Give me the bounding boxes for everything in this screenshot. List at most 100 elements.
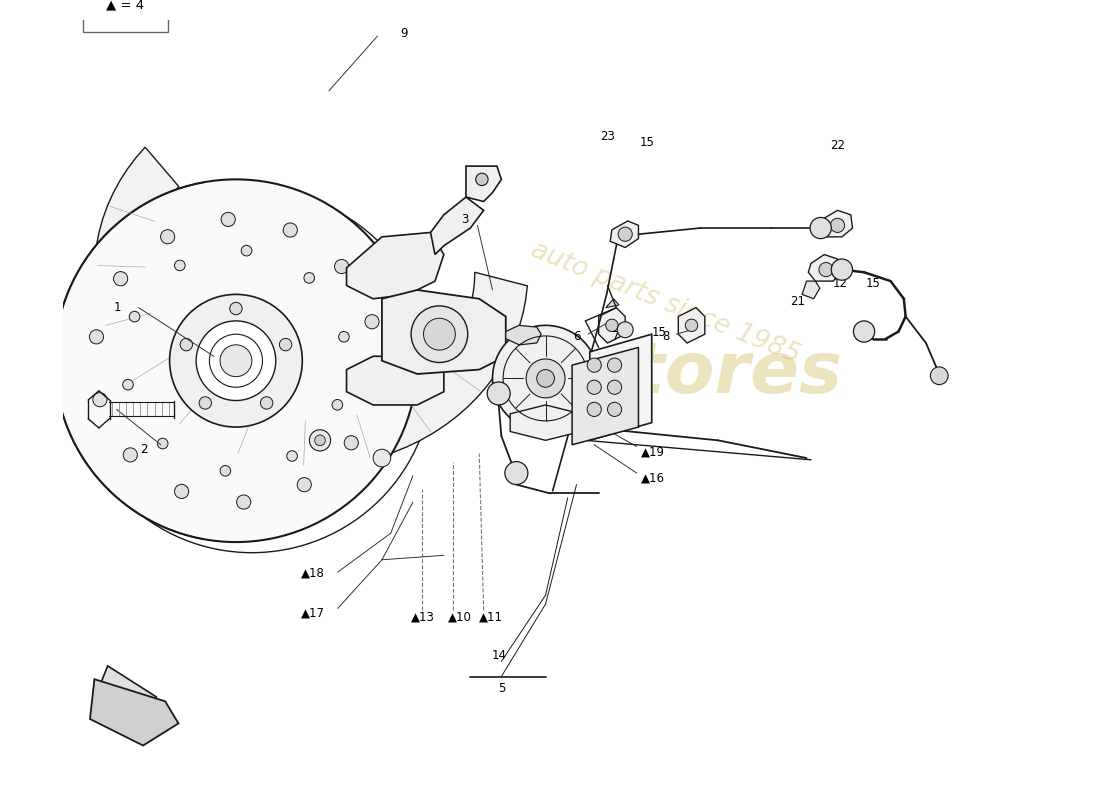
Circle shape bbox=[175, 260, 185, 270]
Polygon shape bbox=[808, 254, 842, 281]
Circle shape bbox=[220, 466, 231, 476]
Text: 5: 5 bbox=[497, 682, 505, 694]
Polygon shape bbox=[430, 197, 484, 254]
Circle shape bbox=[818, 262, 833, 277]
Polygon shape bbox=[99, 666, 156, 719]
Circle shape bbox=[123, 379, 133, 390]
Circle shape bbox=[373, 449, 390, 467]
Circle shape bbox=[339, 331, 349, 342]
Polygon shape bbox=[590, 334, 651, 440]
Circle shape bbox=[344, 436, 359, 450]
Circle shape bbox=[424, 318, 455, 350]
Polygon shape bbox=[346, 233, 443, 298]
Text: ▲16: ▲16 bbox=[641, 472, 666, 485]
Polygon shape bbox=[610, 221, 638, 247]
Circle shape bbox=[220, 345, 252, 377]
Circle shape bbox=[221, 212, 235, 226]
Circle shape bbox=[332, 399, 343, 410]
Circle shape bbox=[157, 438, 168, 449]
Circle shape bbox=[854, 321, 874, 342]
Text: ▲19: ▲19 bbox=[641, 446, 666, 458]
Text: 9: 9 bbox=[400, 27, 408, 40]
Circle shape bbox=[161, 230, 175, 244]
Polygon shape bbox=[802, 281, 820, 298]
Circle shape bbox=[931, 367, 948, 385]
Polygon shape bbox=[382, 290, 506, 374]
Text: 15: 15 bbox=[651, 326, 667, 339]
Circle shape bbox=[618, 227, 632, 242]
Circle shape bbox=[123, 448, 138, 462]
Circle shape bbox=[685, 319, 697, 331]
Circle shape bbox=[832, 259, 852, 280]
Circle shape bbox=[287, 450, 297, 462]
Circle shape bbox=[475, 173, 488, 186]
Text: ▲ = 4: ▲ = 4 bbox=[107, 0, 144, 11]
Circle shape bbox=[607, 380, 621, 394]
Text: 8: 8 bbox=[662, 330, 670, 343]
Circle shape bbox=[283, 223, 297, 237]
Polygon shape bbox=[95, 147, 527, 466]
Circle shape bbox=[334, 259, 349, 274]
Text: 15: 15 bbox=[640, 136, 654, 149]
Circle shape bbox=[55, 179, 417, 542]
Text: 6: 6 bbox=[573, 330, 581, 343]
Circle shape bbox=[196, 321, 276, 401]
Circle shape bbox=[261, 397, 273, 409]
Text: ▲17: ▲17 bbox=[300, 606, 324, 619]
Text: ▲10: ▲10 bbox=[449, 610, 472, 624]
Polygon shape bbox=[90, 679, 178, 746]
Circle shape bbox=[487, 382, 510, 405]
Text: 2: 2 bbox=[140, 442, 147, 456]
Text: 22: 22 bbox=[830, 139, 845, 152]
Polygon shape bbox=[572, 347, 638, 445]
Text: 23: 23 bbox=[601, 130, 616, 143]
Polygon shape bbox=[606, 298, 619, 308]
Text: 12: 12 bbox=[833, 278, 848, 290]
Circle shape bbox=[89, 330, 103, 344]
Text: ▲11: ▲11 bbox=[480, 610, 503, 624]
Circle shape bbox=[230, 302, 242, 314]
Circle shape bbox=[309, 430, 331, 451]
Polygon shape bbox=[466, 166, 502, 202]
Circle shape bbox=[587, 402, 602, 417]
Circle shape bbox=[617, 322, 634, 338]
Circle shape bbox=[537, 370, 554, 387]
Circle shape bbox=[297, 478, 311, 492]
Text: 14: 14 bbox=[492, 649, 507, 662]
Text: 3: 3 bbox=[461, 213, 469, 226]
Circle shape bbox=[169, 294, 302, 427]
Circle shape bbox=[279, 338, 292, 350]
Circle shape bbox=[606, 319, 618, 331]
Circle shape bbox=[175, 484, 189, 498]
Circle shape bbox=[368, 378, 383, 392]
Circle shape bbox=[241, 246, 252, 256]
Circle shape bbox=[315, 435, 326, 446]
Circle shape bbox=[607, 358, 621, 372]
Text: ecutores: ecutores bbox=[487, 339, 843, 409]
Text: auto parts since 1985: auto parts since 1985 bbox=[527, 238, 803, 370]
Circle shape bbox=[113, 271, 128, 286]
Circle shape bbox=[411, 306, 467, 362]
Circle shape bbox=[505, 462, 528, 485]
Polygon shape bbox=[821, 210, 852, 237]
Circle shape bbox=[587, 380, 602, 394]
Circle shape bbox=[199, 397, 211, 409]
Text: ▲13: ▲13 bbox=[411, 610, 434, 624]
Text: 15: 15 bbox=[866, 278, 881, 290]
Circle shape bbox=[493, 326, 598, 431]
Text: ▲18: ▲18 bbox=[300, 566, 324, 579]
Circle shape bbox=[830, 218, 845, 233]
Text: 7: 7 bbox=[612, 330, 619, 343]
Circle shape bbox=[129, 311, 140, 322]
Circle shape bbox=[607, 402, 621, 417]
Text: 21: 21 bbox=[790, 295, 805, 308]
Circle shape bbox=[304, 273, 315, 283]
Text: 1: 1 bbox=[113, 301, 121, 314]
Circle shape bbox=[236, 495, 251, 509]
Circle shape bbox=[365, 314, 380, 329]
Polygon shape bbox=[510, 405, 581, 440]
Circle shape bbox=[92, 393, 107, 407]
Polygon shape bbox=[346, 356, 443, 405]
Circle shape bbox=[180, 338, 192, 350]
FancyBboxPatch shape bbox=[82, 0, 168, 32]
